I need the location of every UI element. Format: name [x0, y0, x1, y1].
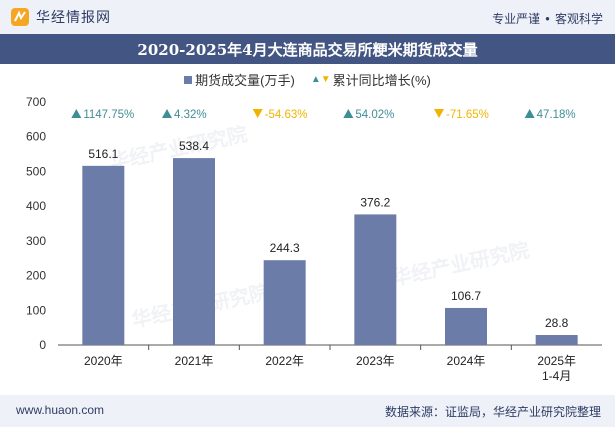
legend-triangle-icon: ▲▼: [310, 73, 331, 85]
bar: [535, 335, 578, 345]
bar: [263, 260, 306, 345]
growth-label: 1147.75%: [83, 109, 134, 121]
chart-title: 2020-2025年4月大连商品交易所粳米期货成交量: [137, 40, 478, 59]
legend-label-volume: 期货成交量(万手): [195, 73, 295, 88]
growth-label: -54.63%: [265, 109, 308, 121]
y-tick-label: 500: [26, 164, 46, 178]
growth-down-triangle-icon: [252, 109, 263, 118]
y-tick-label: 0: [39, 338, 46, 352]
separator-dot-icon: ●: [545, 14, 550, 23]
logo-text: 华经情报网: [36, 9, 111, 25]
legend-item-volume: 期货成交量(万手): [184, 70, 295, 89]
growth-up-triangle-icon: [343, 109, 354, 118]
footer-website: www.huaon.com: [16, 403, 105, 417]
logo: 华经情报网: [10, 7, 111, 27]
y-tick-label: 200: [26, 269, 46, 283]
growth-label: 47.18%: [537, 109, 576, 121]
y-tick-label: 100: [26, 303, 46, 317]
footer: www.huaon.com 数据来源：证监局，华经产业研究院整理: [0, 395, 615, 427]
growth-label: 4.32%: [174, 109, 207, 121]
bar-value-label: 376.2: [360, 195, 390, 209]
bar-chart: 0 100 200 300 400 500 600 700 516.1 1147.75% 2020年…: [26, 95, 602, 383]
x-tick-label: 2022年: [265, 354, 304, 368]
growth-label: 54.02%: [355, 109, 394, 121]
bar: [445, 307, 487, 345]
growth-up-triangle-icon: [524, 109, 535, 118]
legend-square-icon: [184, 75, 193, 84]
legend: 期货成交量(万手) ▲▼ 累计同比增长(%): [0, 70, 615, 89]
logo-icon: [11, 8, 29, 26]
x-tick-label: 2024年: [447, 354, 486, 368]
growth-label: -71.65%: [446, 109, 489, 121]
bar: [82, 165, 125, 345]
legend-item-growth: ▲▼ 累计同比增长(%): [311, 70, 431, 89]
y-tick-label: 600: [26, 130, 46, 144]
legend-label-growth: 累计同比增长(%): [332, 73, 431, 88]
bar-value-label: 244.3: [270, 241, 300, 255]
x-tick-label: 2020年: [84, 354, 123, 368]
bar-value-label: 106.7: [451, 289, 481, 303]
y-tick-label: 400: [26, 199, 46, 213]
growth-up-triangle-icon: [71, 109, 82, 118]
bar-value-label: 538.4: [179, 139, 209, 153]
x-tick-label: 2021年: [175, 354, 214, 368]
tagline: 专业严谨 ● 客观科学: [492, 10, 603, 27]
bar-value-label: 28.8: [545, 316, 569, 330]
top-bar: 华经情报网 专业严谨 ● 客观科学: [0, 0, 615, 34]
bar: [173, 158, 215, 345]
bar-value-label: 516.1: [88, 147, 118, 161]
y-tick-label: 700: [26, 95, 46, 109]
x-tick-label: 2025年 1-4月: [537, 354, 576, 383]
tag-left: 专业严谨: [492, 12, 541, 26]
footer-source: 数据来源：证监局，华经产业研究院整理: [384, 405, 601, 419]
growth-down-triangle-icon: [434, 109, 444, 118]
growth-up-triangle-icon: [162, 109, 172, 118]
x-tick-label: 2023年: [356, 354, 395, 368]
title-bar: 2020-2025年4月大连商品交易所粳米期货成交量: [0, 34, 615, 64]
y-tick-label: 300: [26, 234, 46, 248]
bar: [354, 214, 397, 345]
tag-right: 客观科学: [554, 12, 603, 26]
